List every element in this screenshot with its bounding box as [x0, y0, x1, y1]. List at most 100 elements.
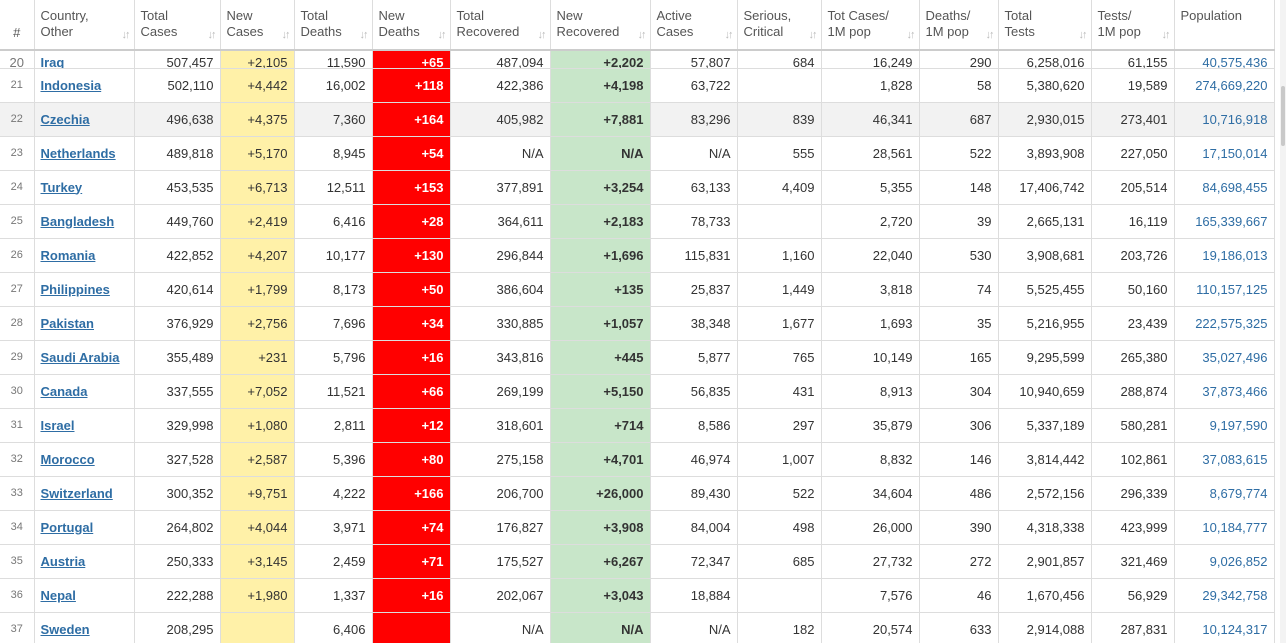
country-name-link[interactable]: Morocco	[40, 451, 95, 467]
population[interactable]: 19,186,013	[1174, 238, 1275, 273]
country-name-link[interactable]: Austria	[40, 553, 86, 569]
sort-arrows-icon[interactable]: ↓↑	[724, 29, 734, 41]
new-deaths: +50	[372, 272, 451, 307]
country-name-link[interactable]: Netherlands	[40, 145, 116, 161]
col-new-deaths-header[interactable]: New Deaths ↓↑	[372, 0, 451, 51]
country-link: Sweden	[34, 612, 135, 643]
population[interactable]: 9,026,852	[1174, 544, 1275, 579]
table-row: 22 Czechia 496,638 +4,375 7,360 +164 405,982 +7…	[0, 102, 1275, 137]
population[interactable]: 29,342,758	[1174, 578, 1275, 613]
new-deaths: +12	[372, 408, 451, 443]
country-name-link[interactable]: Nepal	[40, 587, 76, 603]
total-deaths: 7,360	[294, 102, 373, 137]
country-name-link[interactable]: Indonesia	[40, 77, 102, 93]
sort-arrows-icon[interactable]: ↓↑	[207, 29, 217, 41]
country-name-link[interactable]: Pakistan	[40, 315, 94, 331]
sort-arrows-icon[interactable]: ↓↑	[437, 29, 447, 41]
sort-arrows-icon[interactable]: ↓↑	[121, 29, 131, 41]
total-cases: 496,638	[134, 102, 221, 137]
population[interactable]: 84,698,455	[1174, 170, 1275, 205]
col-active-cases-header[interactable]: Active Cases ↓↑	[650, 0, 738, 51]
country-name-link[interactable]: Czechia	[40, 111, 90, 127]
population[interactable]: 165,339,667	[1174, 204, 1275, 239]
population[interactable]: 8,679,774	[1174, 476, 1275, 511]
sort-arrows-icon[interactable]: ↓↑	[281, 29, 291, 41]
population[interactable]: 10,184,777	[1174, 510, 1275, 545]
total-deaths: 11,590	[294, 50, 373, 69]
col-new-cases-header[interactable]: New Cases ↓↑	[220, 0, 295, 51]
country-name-link[interactable]: Bangladesh	[40, 213, 115, 229]
country-name-link[interactable]: Saudi Arabia	[40, 349, 120, 365]
col-tests-per-1m-header[interactable]: Tests/1M pop ↓↑	[1091, 0, 1175, 51]
total-tests: 2,914,088	[998, 612, 1092, 643]
col-population-header[interactable]: Population	[1174, 0, 1275, 51]
col-total-cases-header[interactable]: Total Cases ↓↑	[134, 0, 221, 51]
total-deaths: 7,696	[294, 306, 373, 341]
total-cases: 355,489	[134, 340, 221, 375]
population[interactable]: 274,669,220	[1174, 68, 1275, 103]
row-index: 27	[0, 272, 35, 307]
col-total-deaths-header[interactable]: Total Deaths ↓↑	[294, 0, 373, 51]
population[interactable]: 10,716,918	[1174, 102, 1275, 137]
new-deaths: +54	[372, 136, 451, 171]
population[interactable]: 35,027,496	[1174, 340, 1275, 375]
tests-per-1m: 265,380	[1091, 340, 1175, 375]
sort-arrows-icon[interactable]: ↓↑	[637, 29, 647, 41]
sort-arrows-icon[interactable]: ↓↑	[906, 29, 916, 41]
col-country-header[interactable]: Country, Other ↓↑	[34, 0, 135, 51]
tests-per-1m: 23,439	[1091, 306, 1175, 341]
col-serious-critical-header[interactable]: Serious, Critical ↓↑	[737, 0, 822, 51]
sort-arrows-icon[interactable]: ↓↑	[985, 29, 995, 41]
sort-arrows-icon[interactable]: ↓↑	[1161, 29, 1171, 41]
tests-per-1m: 288,874	[1091, 374, 1175, 409]
country-name-link[interactable]: Iraq	[40, 54, 65, 68]
total-deaths: 6,416	[294, 204, 373, 239]
col-cases-per-1m-header[interactable]: Tot Cases/1M pop ↓↑	[821, 0, 920, 51]
new-cases: +2,105	[220, 50, 295, 69]
col-total-recovered-header[interactable]: Total Recovered ↓↑	[450, 0, 551, 51]
country-name-link[interactable]: Portugal	[40, 519, 94, 535]
country-name-link[interactable]: Canada	[40, 383, 88, 399]
scrollbar-thumb[interactable]	[1281, 86, 1285, 146]
sort-arrows-icon[interactable]: ↓↑	[359, 29, 369, 41]
population[interactable]: 9,197,590	[1174, 408, 1275, 443]
sort-arrows-icon[interactable]: ↓↑	[808, 29, 818, 41]
col-total-recovered-label-1: Total	[456, 8, 484, 23]
col-total-tests-header[interactable]: Total Tests ↓↑	[998, 0, 1092, 51]
vertical-scrollbar[interactable]	[1280, 0, 1286, 643]
total-recovered: 487,094	[450, 50, 551, 69]
population[interactable]: 10,124,317	[1174, 612, 1275, 643]
sort-arrows-icon[interactable]: ↓↑	[537, 29, 547, 41]
active-cases: 5,877	[650, 340, 738, 375]
tests-per-1m: 273,401	[1091, 102, 1175, 137]
population[interactable]: 37,083,615	[1174, 442, 1275, 477]
col-deaths-per-1m-header[interactable]: Deaths/1M pop ↓↑	[919, 0, 999, 51]
total-cases: 489,818	[134, 136, 221, 171]
active-cases: 18,884	[650, 578, 738, 613]
country-name-link[interactable]: Turkey	[40, 179, 83, 195]
population[interactable]: 110,157,125	[1174, 272, 1275, 307]
total-cases: 422,852	[134, 238, 221, 273]
col-tests-per-1m-label-2: 1M pop	[1097, 24, 1141, 39]
cases-per-1m: 34,604	[821, 476, 920, 511]
population[interactable]: 222,575,325	[1174, 306, 1275, 341]
table-row: 31 Israel 329,998 +1,080 2,811 +12 318,601 +714…	[0, 408, 1275, 443]
country-name-link[interactable]: Switzerland	[40, 485, 113, 501]
serious-critical: 522	[737, 476, 822, 511]
population[interactable]: 37,873,466	[1174, 374, 1275, 409]
row-index: 33	[0, 476, 35, 511]
country-name-link[interactable]: Romania	[40, 247, 96, 263]
sort-arrows-icon[interactable]: ↓↑	[1078, 29, 1088, 41]
tests-per-1m: 50,160	[1091, 272, 1175, 307]
new-recovered: +4,701	[550, 442, 651, 477]
total-tests: 6,258,016	[998, 50, 1092, 69]
country-name-link[interactable]: Philippines	[40, 281, 110, 297]
table-row: 20 Iraq 507,457 +2,105 11,590 +65 487,094 +2,20…	[0, 50, 1275, 69]
population[interactable]: 17,150,014	[1174, 136, 1275, 171]
new-recovered: +714	[550, 408, 651, 443]
table-row: 27 Philippines 420,614 +1,799 8,173 +50 386,60…	[0, 272, 1275, 307]
population[interactable]: 40,575,436	[1174, 50, 1275, 69]
col-new-recovered-header[interactable]: New Recovered ↓↑	[550, 0, 651, 51]
country-name-link[interactable]: Sweden	[40, 621, 90, 637]
country-name-link[interactable]: Israel	[40, 417, 75, 433]
